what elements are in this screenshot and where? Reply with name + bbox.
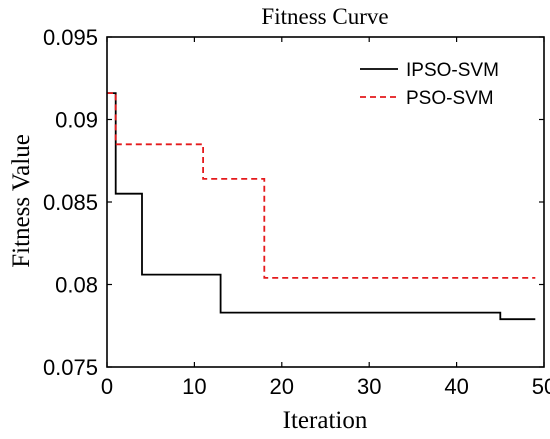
x-tick-label: 30	[357, 374, 381, 399]
tick-marks	[106, 36, 545, 368]
legend-label-pso-svm: PSO-SVM	[406, 88, 494, 109]
y-axis-title: Fitness Value	[8, 134, 35, 268]
plot-frame	[106, 36, 545, 368]
x-tick-label: 50	[532, 374, 550, 399]
x-tick-label: 20	[270, 374, 294, 399]
y-tick-label: 0.08	[55, 273, 98, 298]
y-tick-label: 0.095	[43, 25, 98, 50]
chart-title: Fitness Curve	[261, 4, 388, 29]
x-tick-label: 40	[444, 374, 468, 399]
legend: IPSO-SVM PSO-SVM	[360, 60, 499, 109]
x-tick-label: 0	[101, 374, 113, 399]
y-tick-label: 0.085	[43, 190, 98, 215]
legend-label-ipso-svm: IPSO-SVM	[406, 60, 499, 81]
series-lines	[107, 92, 536, 321]
series-line-ipso-svm	[107, 92, 536, 321]
tick-labels: 0 10 20 30 40 50 0.075 0.08 0.085 0.09 0.095	[43, 25, 550, 399]
y-tick-label: 0.09	[55, 108, 98, 133]
series-line-pso-svm	[107, 92, 536, 279]
x-axis-title: Iteration	[283, 407, 368, 434]
y-tick-label: 0.075	[43, 355, 98, 380]
x-tick-label: 10	[182, 374, 206, 399]
